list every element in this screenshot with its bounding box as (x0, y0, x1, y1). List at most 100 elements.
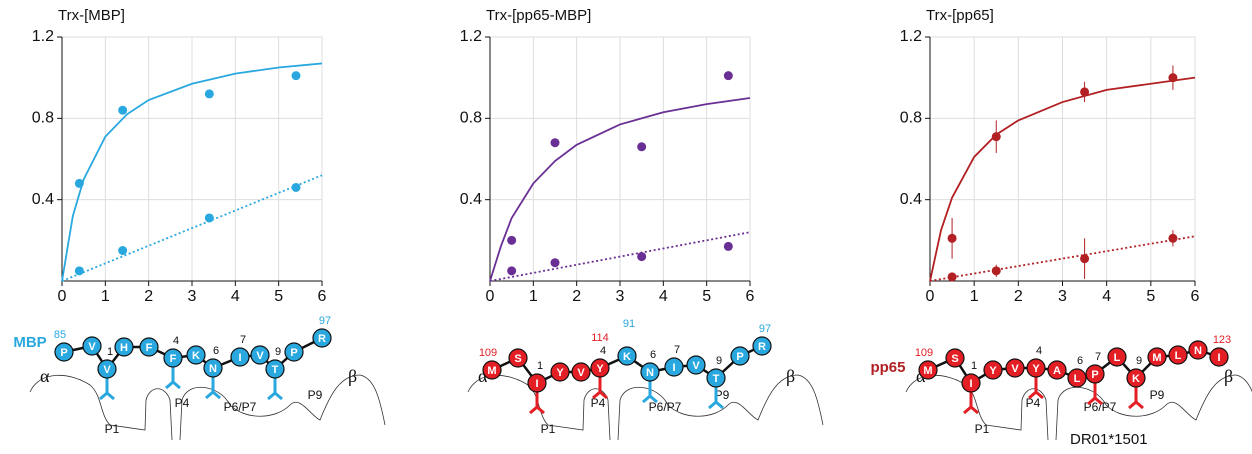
residue-letter: V (692, 360, 700, 372)
data-point (118, 246, 128, 255)
residue (1067, 368, 1087, 388)
alpha-label: α (478, 366, 488, 386)
residue (664, 357, 684, 377)
data-point (637, 252, 647, 262)
fit-curve (929, 76, 1196, 282)
residue-letter: T (272, 364, 279, 376)
groove-outline (467, 374, 824, 441)
residue (203, 358, 223, 378)
residue-number: 9 (1136, 355, 1142, 367)
pocket-label: P6/P7 (1084, 400, 1117, 414)
residue-letter: M (1152, 352, 1161, 364)
residue (230, 347, 250, 367)
x-tick-label: 0 (926, 288, 935, 305)
residue (752, 336, 772, 356)
y-tick-label: 0.8 (460, 110, 482, 127)
y-tick-label: 1.2 (460, 28, 482, 45)
residue-letter: I (969, 378, 972, 390)
residue-letter: T (713, 373, 720, 385)
residue-letter: A (1053, 365, 1061, 377)
residue-letter: V (577, 367, 585, 379)
x-tick-label: 2 (1014, 288, 1023, 305)
chart-title: Trx-[pp65] (926, 7, 994, 24)
residue-letter: Y (556, 367, 564, 379)
residue-letter: V (88, 341, 96, 353)
y-tick-label: 1.2 (900, 28, 922, 45)
residue (1005, 358, 1025, 378)
x-tick-label: 1 (529, 288, 538, 305)
y-tick-label: 0.8 (32, 110, 54, 127)
residue (1209, 347, 1229, 367)
pocket-label: P6/P7 (224, 400, 257, 414)
data-point (118, 105, 128, 115)
side-chain (592, 377, 608, 400)
residue-number: 109 (915, 347, 933, 359)
residue-letter: N (209, 363, 217, 375)
residue-letter: S (514, 353, 521, 365)
residue-number: 1 (971, 360, 977, 372)
residue (640, 362, 660, 382)
pocket-label: P9 (1150, 388, 1165, 402)
residue-letter: F (146, 342, 153, 354)
residue (114, 337, 134, 357)
residue-letter: Y (596, 363, 604, 375)
residue (82, 336, 102, 356)
residue (1168, 345, 1188, 365)
residue-number: 1 (537, 360, 543, 372)
fit-curve (489, 97, 751, 282)
residue (284, 342, 304, 362)
x-tick-label: 0 (486, 288, 495, 305)
residue-number: 7 (674, 344, 680, 356)
residue (482, 360, 502, 380)
x-tick-label: 0 (58, 288, 67, 305)
data-point (637, 142, 647, 152)
chart-title: Trx-[MBP] (58, 7, 125, 24)
residue (1126, 368, 1146, 388)
residue-number: 114 (591, 332, 609, 344)
residue (961, 373, 981, 393)
side-chain (267, 378, 283, 401)
data-point (507, 235, 517, 245)
side-chain (529, 392, 545, 415)
fit-curve (61, 62, 323, 282)
y-tick-label: 0.4 (460, 191, 482, 208)
residue (1085, 364, 1105, 384)
residue-letter: Y (1032, 363, 1040, 375)
residue (730, 346, 750, 366)
data-point (550, 258, 560, 268)
residue-letter: P (290, 347, 297, 359)
data-point (991, 132, 1001, 142)
data-point (1080, 254, 1090, 264)
residue-letter: P (1091, 369, 1098, 381)
data-point (507, 266, 517, 276)
data-point (991, 266, 1001, 276)
residue (706, 368, 726, 388)
data-point (723, 71, 733, 81)
residue-letter: R (758, 341, 766, 353)
data-point (1080, 87, 1090, 97)
chart-title: Trx-[pp65-MBP] (486, 7, 591, 24)
x-tick-label: 5 (702, 288, 711, 305)
residue-number: 4 (173, 335, 179, 347)
x-tick-label: 4 (231, 288, 240, 305)
residue-letter: L (1074, 373, 1081, 385)
residue-number: 91 (623, 318, 635, 330)
residue-letter: P (736, 351, 743, 363)
residue (1026, 358, 1046, 378)
side-chain (1128, 387, 1144, 410)
residue (1188, 340, 1208, 360)
residue (571, 362, 591, 382)
pocket-label: P1 (105, 422, 120, 436)
residue-letter: R (318, 333, 326, 345)
side-chain (99, 378, 115, 401)
residue (97, 359, 117, 379)
data-point (204, 213, 214, 223)
residue-letter: I (238, 352, 241, 364)
pocket-label: P4 (591, 396, 606, 410)
alpha-label: α (40, 366, 50, 386)
residue-number: 123 (1213, 334, 1231, 346)
x-tick-label: 3 (616, 288, 625, 305)
side-chain (1028, 377, 1044, 400)
x-tick-label: 5 (1146, 288, 1155, 305)
residue-letter: N (1194, 345, 1202, 357)
